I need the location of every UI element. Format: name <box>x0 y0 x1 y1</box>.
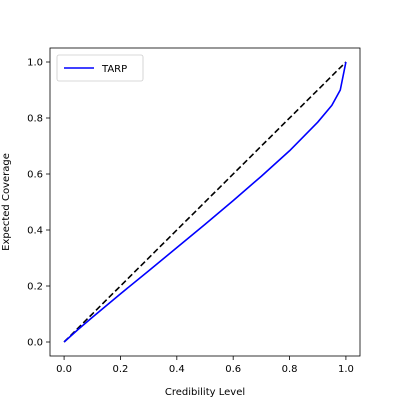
x-tick-label: 0.6 <box>225 364 241 375</box>
x-tick-label: 0.2 <box>113 364 129 375</box>
y-tick-label: 0.6 <box>27 170 43 181</box>
x-tick-label: 0.0 <box>56 364 72 375</box>
y-tick-label: 1.0 <box>27 58 43 69</box>
legend: TARP <box>57 55 143 81</box>
y-tick-label: 0.2 <box>27 282 43 293</box>
x-tick-label: 1.0 <box>338 364 354 375</box>
x-tick-label: 0.8 <box>282 364 298 375</box>
reference-diagonal-line <box>64 62 346 342</box>
x-tick-label: 0.4 <box>169 364 185 375</box>
plot-area <box>64 62 346 342</box>
y-tick-label: 0.4 <box>27 226 43 237</box>
y-tick-label: 0.0 <box>27 338 43 349</box>
x-axis-label: Credibility Level <box>165 387 245 398</box>
y-tick-label: 0.8 <box>27 114 43 125</box>
legend-label-tarp: TARP <box>101 64 127 75</box>
tick-layer: 0.0 0.2 0.4 0.6 0.8 1.0 0.0 0.2 0.4 0.6 0.8 1.0 <box>27 58 354 376</box>
y-axis-label: Expected Coverage <box>1 153 12 251</box>
